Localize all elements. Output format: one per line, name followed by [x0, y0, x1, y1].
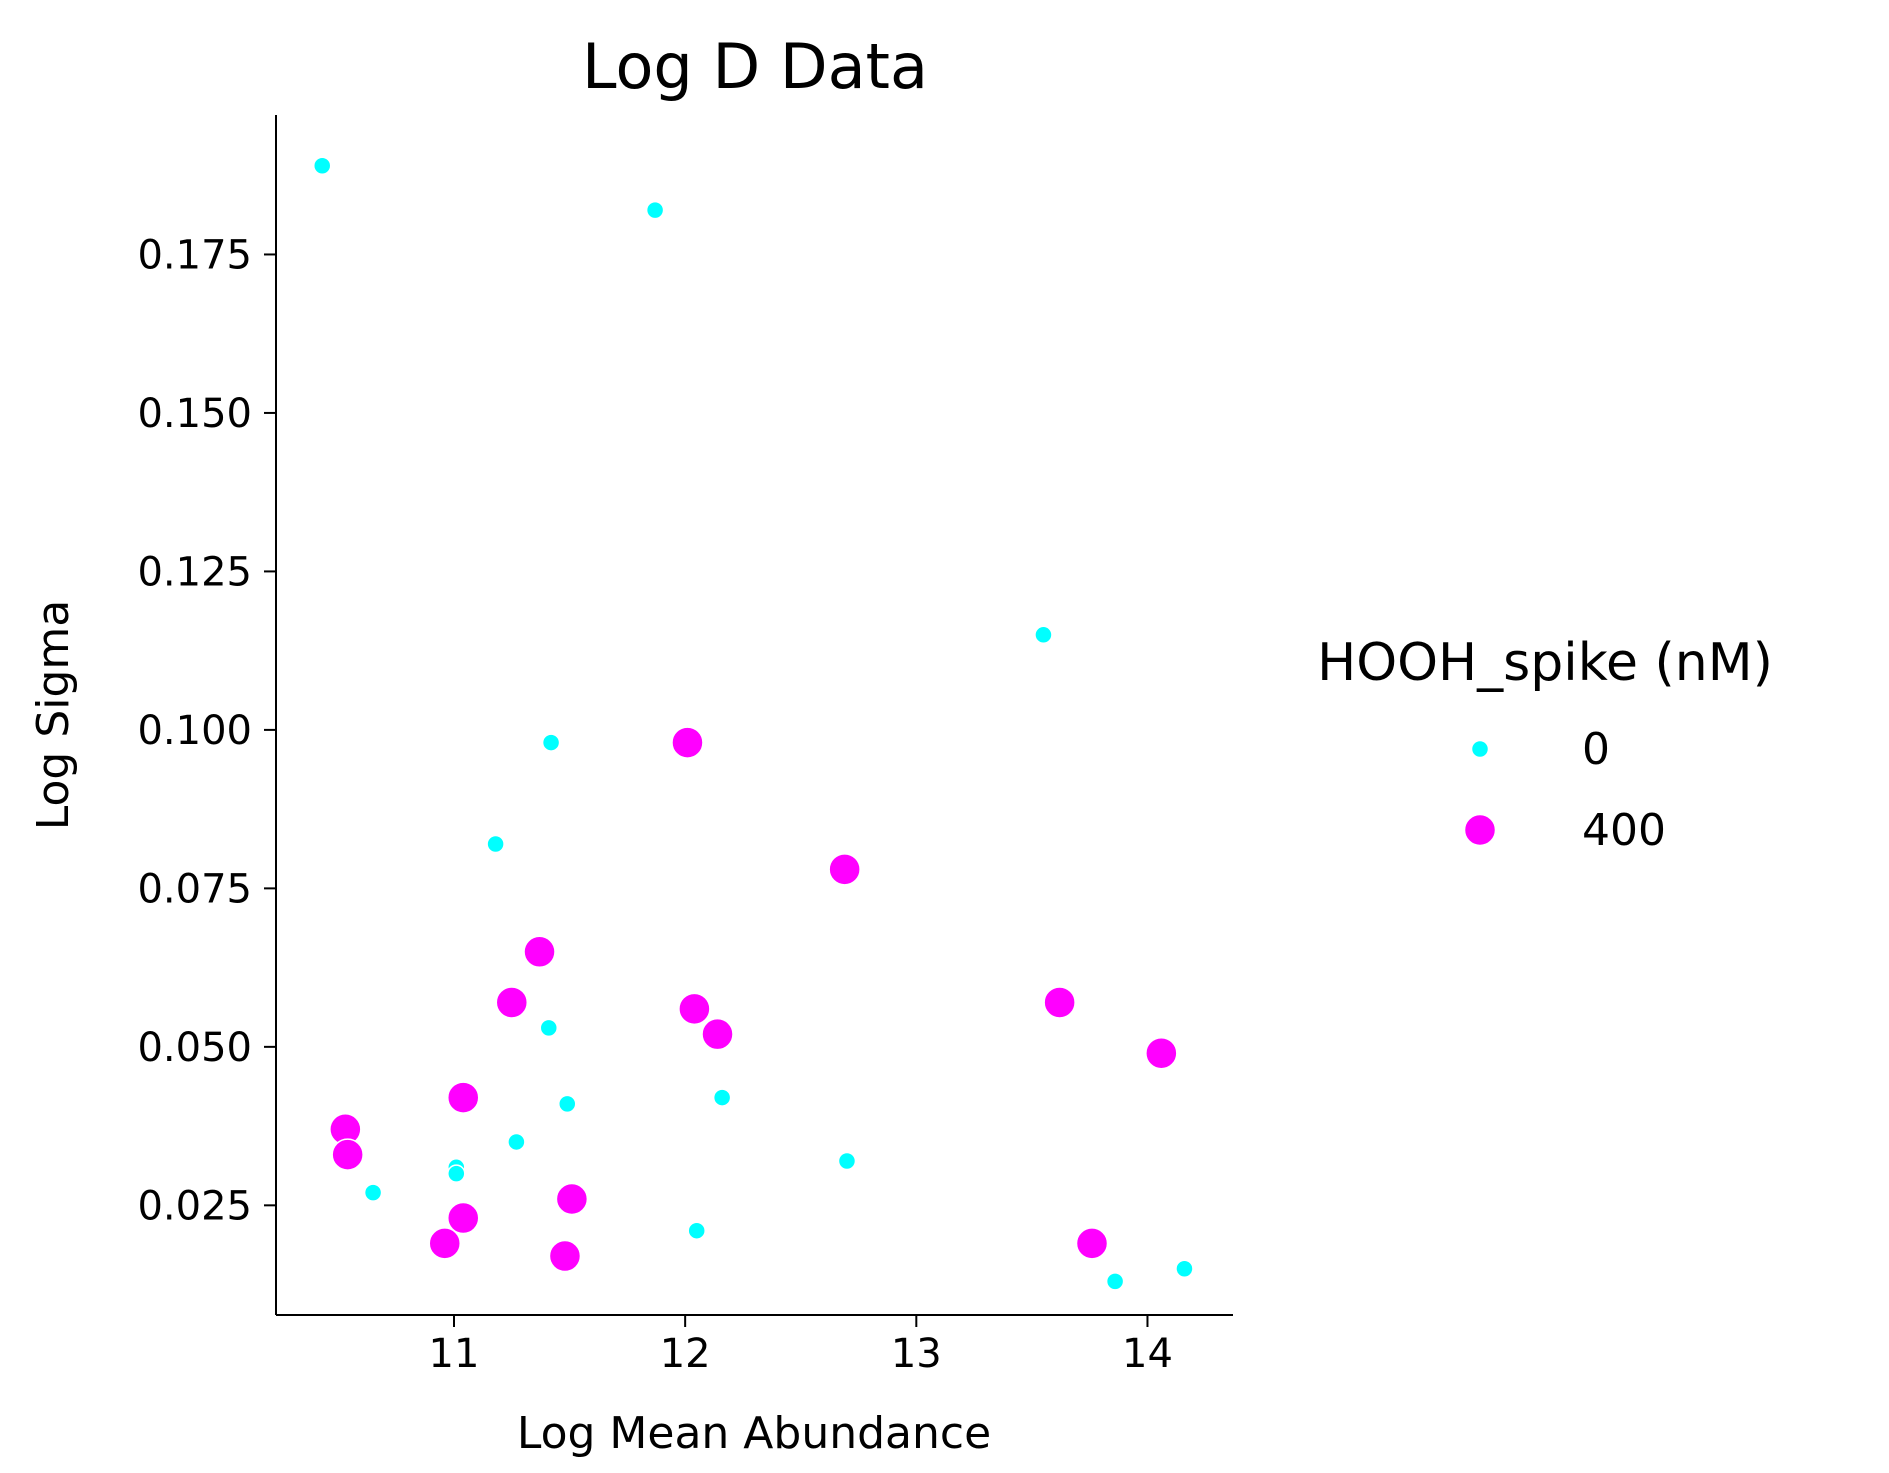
data-point-series-400 [828, 853, 861, 886]
data-point-series-400 [446, 1201, 480, 1235]
data-point-series-400 [1043, 986, 1076, 1019]
legend: HOOH_spike (nM) 0 400 [1317, 633, 1773, 856]
data-point-series-400 [555, 1182, 589, 1216]
x-tick-label: 13 [891, 1331, 942, 1377]
y-tick-label: 0.125 [137, 549, 252, 595]
data-point-series-0 [1034, 625, 1053, 645]
data-point-series-400 [446, 1081, 480, 1114]
data-point-series-400 [548, 1239, 582, 1273]
data-point-series-0 [837, 1151, 857, 1171]
x-tick-label: 11 [429, 1331, 480, 1377]
legend-title: HOOH_spike (nM) [1317, 633, 1773, 693]
legend-label-0: 0 [1582, 724, 1610, 775]
data-point-series-0 [447, 1164, 466, 1183]
data-point-series-0 [363, 1183, 383, 1202]
legend-marker-1 [1463, 813, 1497, 847]
chart-title: Log D Data [582, 30, 928, 103]
y-tick-label: 0.150 [137, 391, 252, 437]
points-layer [312, 156, 1194, 1291]
data-point-series-400 [1145, 1036, 1178, 1070]
data-point-series-0 [712, 1088, 732, 1107]
data-point-series-0 [539, 1018, 559, 1038]
y-tick-label: 0.050 [137, 1025, 252, 1071]
data-point-series-0 [687, 1221, 706, 1240]
data-point-series-0 [312, 156, 332, 175]
data-point-series-400 [428, 1227, 461, 1260]
legend-marker-0 [1470, 739, 1490, 759]
y-axis-label: Log Sigma [28, 600, 79, 830]
data-point-series-400 [331, 1138, 364, 1171]
x-tick-label: 12 [660, 1331, 711, 1377]
legend-label-1: 400 [1582, 805, 1666, 856]
data-point-series-400 [495, 986, 529, 1019]
x-tick-label: 14 [1122, 1331, 1173, 1377]
data-point-series-400 [678, 992, 711, 1026]
x-axis-label: Log Mean Abundance [517, 1408, 991, 1459]
data-point-series-0 [1175, 1259, 1194, 1278]
data-point-series-400 [671, 726, 704, 759]
y-tick-label: 0.075 [137, 866, 252, 912]
y-tick-label: 0.025 [137, 1183, 252, 1229]
data-point-series-400 [1075, 1227, 1109, 1260]
data-point-series-0 [558, 1094, 577, 1114]
data-point-series-0 [541, 733, 561, 752]
x-ticks: 11 12 13 14 [429, 1315, 1173, 1377]
y-tick-label: 0.175 [137, 232, 252, 278]
data-point-series-0 [1105, 1272, 1125, 1291]
data-point-series-0 [507, 1132, 526, 1152]
y-ticks: 0.025 0.050 0.075 0.100 0.125 0.150 0.175 [137, 232, 276, 1229]
data-point-series-0 [645, 200, 665, 220]
y-tick-label: 0.100 [137, 708, 252, 754]
data-point-series-400 [523, 935, 556, 969]
data-point-series-400 [701, 1017, 734, 1051]
data-point-series-0 [486, 834, 505, 854]
